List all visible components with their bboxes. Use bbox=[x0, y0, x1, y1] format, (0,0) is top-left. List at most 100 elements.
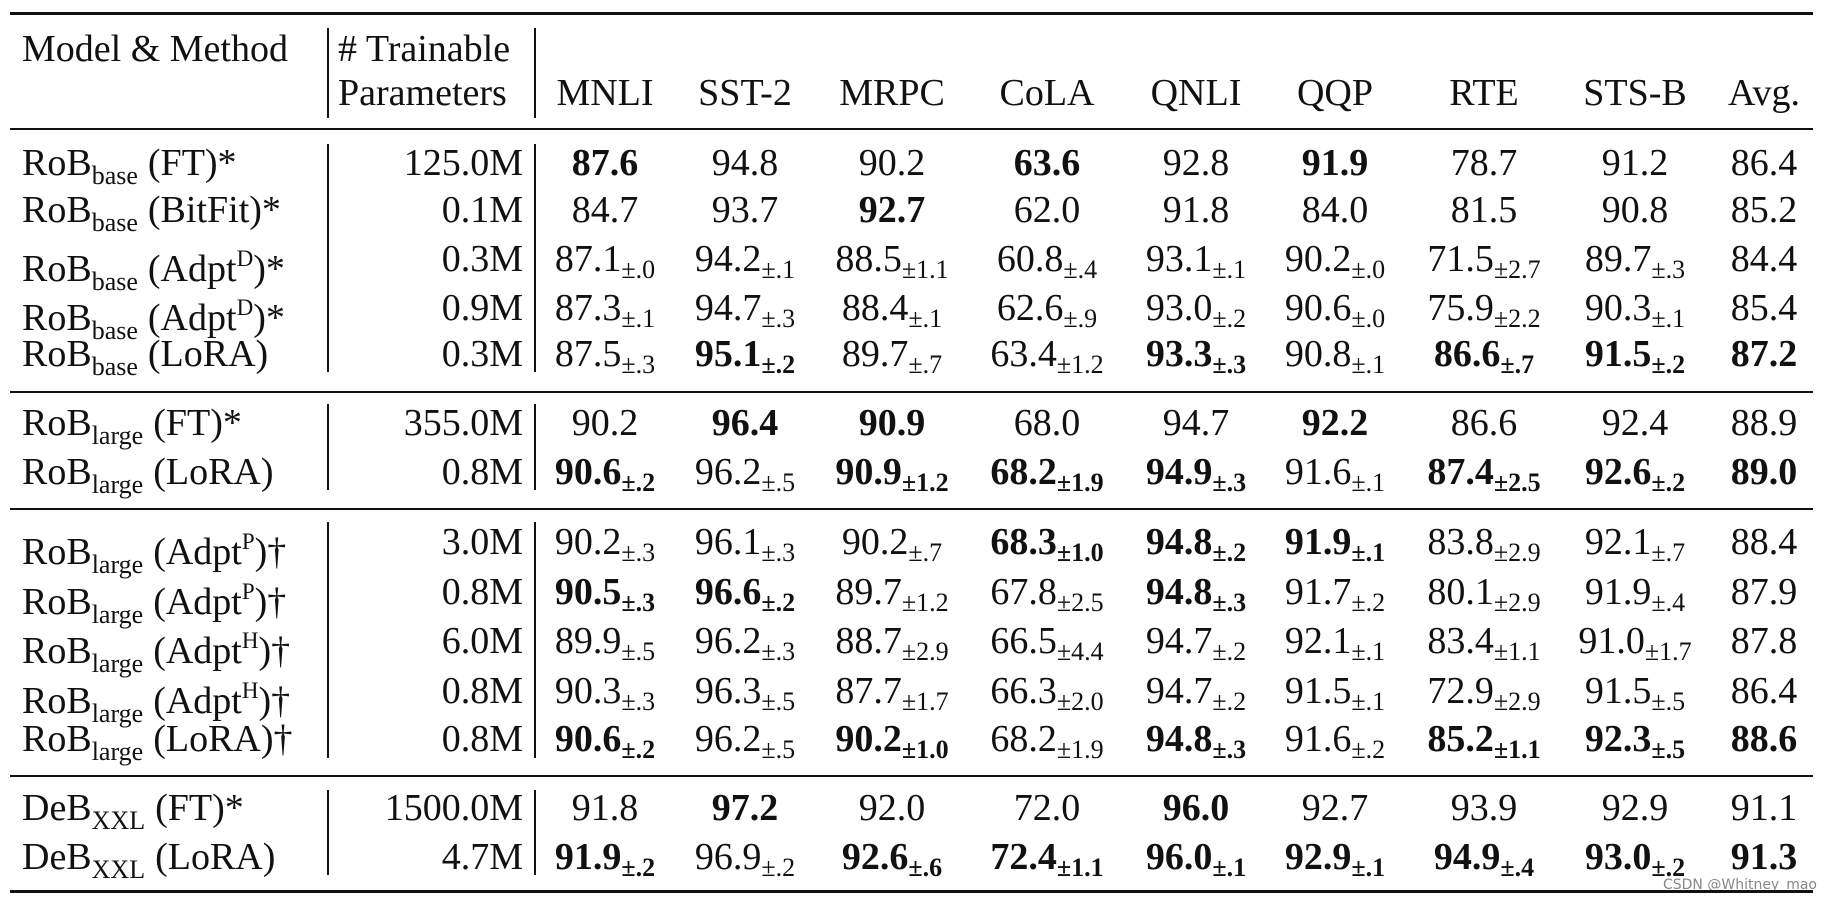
score: 72.4±1.1 bbox=[937, 835, 1157, 882]
score-error: ±1.2 bbox=[901, 588, 949, 617]
score-error: ±.5 bbox=[621, 637, 656, 666]
model-base: RoB bbox=[22, 297, 92, 339]
score-value: 90.6 bbox=[554, 451, 622, 493]
score-value: 62.0 bbox=[1013, 189, 1081, 231]
score: 90.9±1.2 bbox=[782, 450, 1002, 497]
score-value: 80.1 bbox=[1427, 571, 1494, 613]
score-error: ±.2 bbox=[1212, 538, 1247, 567]
score: 88.6 bbox=[1654, 717, 1823, 761]
score-value: 90.3 bbox=[1584, 287, 1652, 329]
model-end: )* bbox=[253, 248, 285, 290]
score-error: ±.9 bbox=[1063, 304, 1098, 333]
score-value: 91.8 bbox=[1162, 189, 1230, 231]
score: 94.8 bbox=[635, 141, 855, 185]
score-value: 66.3 bbox=[990, 670, 1057, 712]
score: 80.1±2.9 bbox=[1374, 570, 1594, 617]
rule bbox=[10, 12, 1813, 15]
score: 90.2±.0 bbox=[1225, 237, 1445, 284]
score-error: ±1.2 bbox=[1056, 350, 1104, 379]
score-value: 91.7 bbox=[1284, 571, 1352, 613]
score-value: 97.2 bbox=[711, 787, 779, 829]
model-sub: XXL bbox=[91, 855, 146, 884]
score-value: 94.9 bbox=[1433, 836, 1501, 878]
score: 91.1 bbox=[1654, 786, 1823, 830]
score: 94.7±.2 bbox=[1086, 619, 1306, 666]
score-error: ±.2 bbox=[1651, 350, 1686, 379]
score: 90.3±.1 bbox=[1525, 286, 1745, 333]
score: 90.2±1.0 bbox=[782, 717, 1002, 764]
score-error: ±.7 bbox=[908, 350, 943, 379]
score-error: ±2.5 bbox=[1056, 588, 1104, 617]
model-method: (LoRA)† bbox=[153, 718, 293, 760]
score: 93.3±.3 bbox=[1086, 332, 1306, 379]
model-sub: large bbox=[91, 699, 144, 728]
score-value: 88.4 bbox=[1730, 521, 1798, 563]
model-name: RoBlarge (LoRA) bbox=[22, 450, 274, 499]
score: 94.8±.2 bbox=[1086, 520, 1306, 567]
params: 125.0M bbox=[330, 141, 523, 185]
score: 88.4 bbox=[1654, 520, 1823, 564]
score-value: 72.4 bbox=[990, 836, 1057, 878]
score: 92.7 bbox=[1225, 786, 1445, 830]
params: 4.7M bbox=[330, 835, 523, 879]
score-value: 92.6 bbox=[1584, 451, 1652, 493]
score-value: 87.1 bbox=[554, 238, 622, 280]
score-error: ±.3 bbox=[1212, 350, 1247, 379]
params: 1500.0M bbox=[330, 786, 523, 830]
score-value: 91.9 bbox=[1301, 142, 1369, 184]
score: 62.6±.9 bbox=[937, 286, 1157, 333]
score: 94.8±.3 bbox=[1086, 570, 1306, 617]
model-base: RoB bbox=[22, 333, 92, 375]
score-error: ±2.5 bbox=[1493, 468, 1541, 497]
model-base: RoB bbox=[22, 581, 92, 623]
score-value: 94.7 bbox=[1162, 402, 1230, 444]
score: 97.2 bbox=[635, 786, 855, 830]
score-value: 93.7 bbox=[711, 189, 779, 231]
score-value: 91.8 bbox=[571, 787, 639, 829]
model-end: )* bbox=[253, 297, 285, 339]
score-value: 83.4 bbox=[1427, 620, 1494, 662]
score: 86.4 bbox=[1654, 141, 1823, 185]
score-value: 92.4 bbox=[1601, 402, 1669, 444]
divider bbox=[327, 404, 329, 490]
score: 85.4 bbox=[1654, 286, 1823, 330]
header-task: QQP bbox=[1225, 71, 1445, 115]
score-value: 88.5 bbox=[835, 238, 902, 280]
header-params: Parameters bbox=[338, 72, 507, 114]
score-error: ±.1 bbox=[1212, 255, 1247, 284]
score: 95.1±.2 bbox=[635, 332, 855, 379]
score-value: 87.3 bbox=[554, 287, 622, 329]
score-value: 93.0 bbox=[1584, 836, 1652, 878]
score-value: 96.6 bbox=[694, 571, 762, 613]
model-sup: D bbox=[236, 246, 254, 271]
score-value: 91.9 bbox=[554, 836, 622, 878]
score: 96.1±.3 bbox=[635, 520, 855, 567]
score-value: 96.3 bbox=[694, 670, 762, 712]
model-method: (BitFit)* bbox=[147, 189, 281, 231]
score-value: 68.3 bbox=[990, 521, 1057, 563]
score-value: 87.9 bbox=[1730, 571, 1798, 613]
score: 91.6±.1 bbox=[1225, 450, 1445, 497]
score-value: 68.0 bbox=[1013, 402, 1081, 444]
score: 91.0±1.7 bbox=[1525, 619, 1745, 666]
score-error: ±.7 bbox=[1651, 538, 1686, 567]
score-value: 63.6 bbox=[1013, 142, 1081, 184]
score-value: 67.8 bbox=[990, 571, 1057, 613]
model-sup: P bbox=[241, 529, 255, 554]
score: 87.9 bbox=[1654, 570, 1823, 614]
score-value: 85.2 bbox=[1730, 189, 1798, 231]
score-value: 96.0 bbox=[1162, 787, 1230, 829]
score: 94.9±.3 bbox=[1086, 450, 1306, 497]
score-error: ±.3 bbox=[1651, 255, 1686, 284]
score: 90.6±.2 bbox=[495, 450, 715, 497]
score-value: 87.2 bbox=[1730, 333, 1798, 375]
score: 91.3 bbox=[1654, 835, 1823, 879]
score: 89.9±.5 bbox=[495, 619, 715, 666]
model-name: RoBlarge (AdptH)† bbox=[22, 619, 290, 678]
model-sub: base bbox=[91, 316, 138, 345]
score-value: 96.2 bbox=[694, 718, 762, 760]
score-value: 83.8 bbox=[1427, 521, 1494, 563]
score-value: 86.6 bbox=[1433, 333, 1501, 375]
model-end: )† bbox=[254, 531, 287, 573]
model-base: RoB bbox=[22, 248, 92, 290]
